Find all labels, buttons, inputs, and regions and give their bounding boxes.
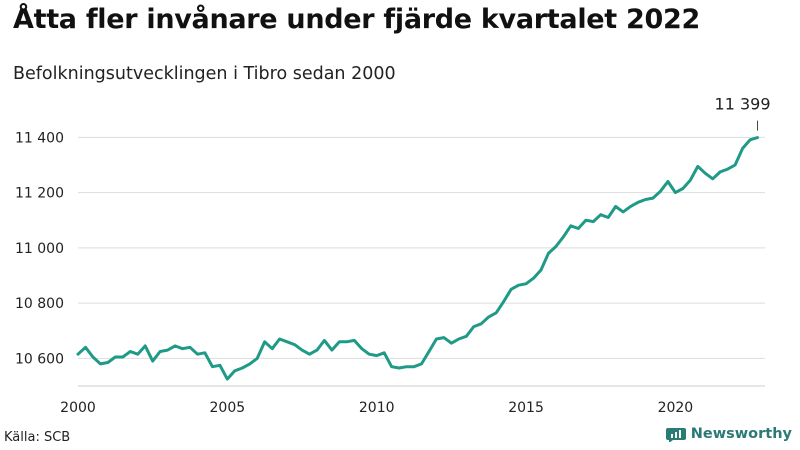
series-line xyxy=(76,136,759,381)
y-tick-label: 11 400 xyxy=(15,130,64,146)
newsworthy-chart-logo-icon xyxy=(665,428,686,442)
annotation-label: 11 399 xyxy=(715,95,771,114)
y-tick-label: 10 600 xyxy=(15,351,64,367)
y-tick-label: 11 200 xyxy=(15,186,64,202)
source-note: Källa: SCB xyxy=(4,430,71,445)
x-tick-label: 2005 xyxy=(210,400,246,416)
x-tick-label: 2020 xyxy=(658,400,694,416)
x-tick-label: 2015 xyxy=(508,400,544,416)
x-tick-label: 2000 xyxy=(60,400,96,416)
brand-logo: Newsworthy xyxy=(665,426,792,442)
chart-subtitle: Befolkningsutvecklingen i Tibro sedan 20… xyxy=(13,64,396,84)
y-tick-label: 11 000 xyxy=(15,241,64,257)
x-tick-label: 2010 xyxy=(359,400,395,416)
y-tick-label: 10 800 xyxy=(15,296,64,312)
brand-name: Newsworthy xyxy=(690,426,792,442)
chart-title: Åtta fler invånare under fjärde kvartale… xyxy=(13,4,700,35)
